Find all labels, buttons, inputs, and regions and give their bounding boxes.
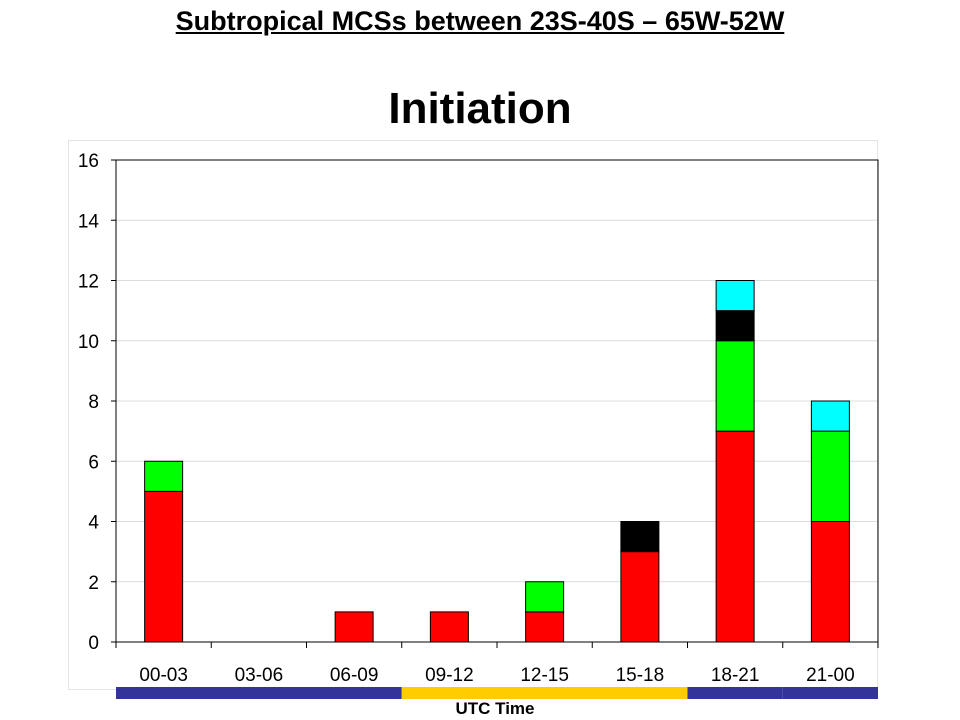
y-tick-label: 8 (88, 392, 99, 413)
bar-segment-18-21-s4 (715, 280, 755, 312)
x-axis-ticks: 00-03 03-06 06-09 09-12 12-15 15-18 18-21 21-00 (115, 642, 879, 686)
bar-segment-12-15-s1 (525, 611, 565, 643)
bar-segment-15-18-s1 (620, 551, 660, 643)
bar-segment-21-00-s2 (810, 430, 850, 522)
y-tick-label: 12 (78, 272, 99, 293)
bars (144, 280, 850, 643)
slide-title: Subtropical MCSs between 23S-40S – 65W-5… (175, 6, 785, 36)
y-tick-label: 4 (88, 513, 99, 534)
x-tick-label: 06-09 (330, 665, 379, 686)
bar-segment-12-15-s2 (525, 581, 565, 613)
time-band-segment (687, 687, 783, 699)
bar-segment-18-21-s1 (715, 430, 755, 643)
gridlines (116, 219, 878, 583)
x-tick-label: 18-21 (711, 665, 760, 686)
bar-segment-21-00-s4 (810, 400, 850, 432)
time-band-segment (782, 687, 878, 699)
y-tick-label: 2 (88, 573, 99, 594)
bar-segment-06-09-s1 (334, 611, 374, 643)
y-axis-ticks: 0 2 4 6 8 10 12 14 16 (78, 151, 116, 654)
time-of-day-band (116, 687, 878, 699)
chart-title: Initiation (388, 84, 572, 133)
y-tick-label: 10 (78, 332, 99, 353)
bar-segment-00-03-s2 (144, 460, 184, 492)
time-band-segment (116, 687, 402, 699)
x-tick-label: 15-18 (616, 665, 665, 686)
x-tick-label: 21-00 (806, 665, 855, 686)
bar-segment-18-21-s2 (715, 340, 755, 432)
bar-segment-00-03-s1 (144, 490, 184, 643)
y-tick-label: 16 (78, 151, 99, 172)
y-tick-label: 0 (88, 633, 99, 654)
y-tick-label: 6 (88, 452, 99, 473)
time-band-segment (401, 687, 688, 699)
x-axis-label: UTC Time (455, 699, 535, 718)
bar-segment-09-12-s1 (429, 611, 469, 643)
bar-segment-18-21-s3 (715, 310, 755, 342)
x-tick-label: 09-12 (425, 665, 474, 686)
bar-segment-21-00-s1 (810, 521, 850, 643)
x-tick-label: 03-06 (235, 665, 284, 686)
x-tick-label: 12-15 (520, 665, 569, 686)
bar-segment-15-18-s3 (620, 521, 660, 553)
y-tick-label: 14 (78, 211, 100, 232)
x-tick-label: 00-03 (139, 665, 188, 686)
